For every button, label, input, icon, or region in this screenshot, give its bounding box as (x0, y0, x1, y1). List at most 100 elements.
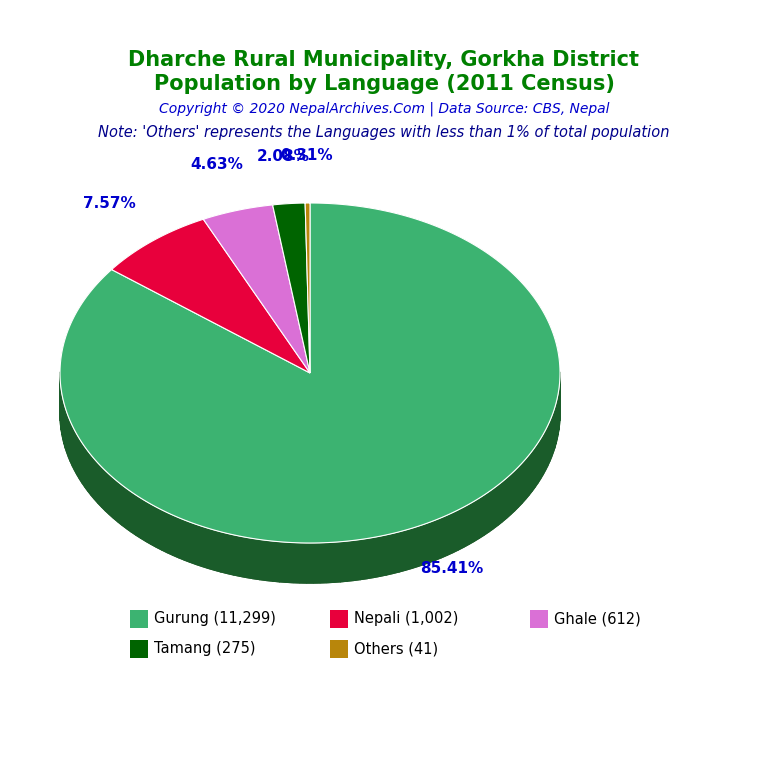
Polygon shape (286, 542, 293, 583)
Polygon shape (197, 525, 203, 567)
Polygon shape (273, 541, 280, 581)
Polygon shape (474, 498, 478, 541)
Polygon shape (522, 459, 525, 503)
Polygon shape (306, 543, 313, 583)
Polygon shape (67, 412, 68, 457)
Text: 2.08%: 2.08% (257, 149, 310, 164)
Polygon shape (94, 459, 98, 503)
Polygon shape (167, 513, 173, 555)
Text: 85.41%: 85.41% (420, 561, 483, 576)
Polygon shape (380, 535, 386, 576)
Polygon shape (399, 530, 406, 572)
Polygon shape (468, 502, 474, 545)
Polygon shape (273, 203, 310, 373)
Polygon shape (240, 536, 247, 578)
Polygon shape (157, 507, 162, 550)
FancyBboxPatch shape (330, 610, 348, 628)
Polygon shape (488, 488, 493, 532)
Polygon shape (71, 422, 72, 466)
Polygon shape (553, 409, 554, 453)
Polygon shape (162, 510, 167, 553)
Polygon shape (110, 475, 114, 518)
Polygon shape (65, 409, 67, 452)
Text: Dharche Rural Municipality, Gorkha District: Dharche Rural Municipality, Gorkha Distr… (128, 50, 640, 70)
Polygon shape (280, 541, 286, 582)
Polygon shape (347, 541, 353, 581)
Text: Note: 'Others' represents the Languages with less than 1% of total population: Note: 'Others' represents the Languages … (98, 125, 670, 140)
Polygon shape (173, 515, 179, 558)
Polygon shape (85, 447, 88, 492)
Polygon shape (442, 515, 447, 558)
Polygon shape (340, 541, 347, 581)
Polygon shape (545, 426, 548, 470)
Polygon shape (60, 203, 560, 543)
Polygon shape (184, 520, 190, 562)
Polygon shape (80, 439, 82, 483)
Polygon shape (203, 526, 208, 568)
Polygon shape (127, 488, 131, 532)
Polygon shape (88, 452, 91, 495)
Text: 0.31%: 0.31% (280, 148, 333, 163)
Polygon shape (72, 426, 74, 470)
Text: 4.63%: 4.63% (190, 157, 243, 172)
Polygon shape (550, 417, 551, 462)
Polygon shape (525, 455, 528, 499)
Polygon shape (558, 390, 559, 435)
Polygon shape (551, 412, 553, 457)
Polygon shape (253, 538, 260, 580)
Polygon shape (511, 471, 515, 515)
Polygon shape (74, 430, 77, 475)
Polygon shape (273, 203, 310, 373)
Polygon shape (208, 528, 215, 570)
Polygon shape (63, 399, 64, 444)
Polygon shape (541, 435, 543, 479)
Polygon shape (122, 485, 127, 528)
Text: Population by Language (2011 Census): Population by Language (2011 Census) (154, 74, 614, 94)
Polygon shape (498, 482, 502, 525)
Polygon shape (313, 543, 320, 583)
Polygon shape (77, 435, 80, 478)
Polygon shape (528, 452, 532, 495)
Polygon shape (62, 395, 63, 439)
Polygon shape (424, 522, 429, 564)
Polygon shape (61, 390, 62, 435)
Polygon shape (367, 538, 373, 578)
Polygon shape (435, 518, 442, 560)
Polygon shape (538, 439, 541, 483)
Polygon shape (204, 205, 310, 373)
Polygon shape (320, 543, 327, 583)
Polygon shape (333, 541, 340, 582)
Polygon shape (105, 471, 110, 515)
Polygon shape (353, 540, 360, 581)
Polygon shape (151, 505, 157, 548)
Polygon shape (478, 495, 484, 538)
Polygon shape (548, 422, 550, 466)
Polygon shape (221, 532, 227, 574)
Polygon shape (260, 540, 266, 581)
Polygon shape (215, 530, 221, 572)
Text: Nepali (1,002): Nepali (1,002) (354, 611, 458, 627)
Polygon shape (131, 492, 136, 535)
Polygon shape (535, 443, 538, 487)
Polygon shape (502, 478, 506, 521)
Polygon shape (418, 525, 424, 567)
Polygon shape (293, 543, 300, 583)
Polygon shape (447, 513, 452, 555)
Polygon shape (146, 502, 151, 545)
FancyBboxPatch shape (530, 610, 548, 628)
Polygon shape (506, 475, 511, 518)
Polygon shape (114, 478, 118, 521)
Polygon shape (233, 535, 240, 576)
Polygon shape (227, 534, 233, 575)
Polygon shape (118, 482, 122, 525)
Polygon shape (406, 528, 412, 570)
Polygon shape (412, 526, 418, 568)
Ellipse shape (60, 243, 560, 583)
Polygon shape (554, 404, 556, 449)
Polygon shape (102, 467, 105, 511)
Polygon shape (463, 505, 468, 548)
Polygon shape (305, 203, 310, 373)
Polygon shape (373, 536, 380, 578)
Polygon shape (60, 203, 560, 543)
Polygon shape (136, 495, 141, 538)
